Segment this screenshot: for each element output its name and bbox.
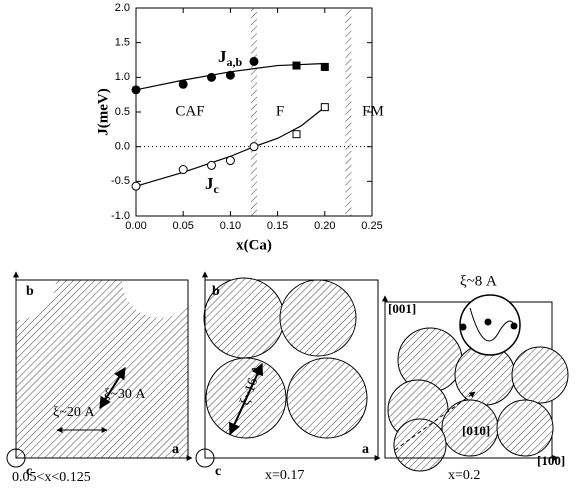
x-tick-label: 0.15 [267,220,288,232]
axis-label: [010] [462,423,490,438]
y-tick-label: -1.0 [111,210,130,222]
data-point [225,70,235,80]
length-label: ξ~8 A [460,273,497,289]
caption: x=0.17 [265,468,304,483]
caption: x=0.2 [448,468,480,483]
c-axis [195,448,215,468]
data-point [292,61,301,70]
annotation-subscript: a,b [227,55,243,69]
atom [459,323,467,331]
caption: 0.05<x<0.125 [12,470,91,485]
panel: b a c ξ~16 A x=0.17 [195,271,381,483]
data-point [320,62,329,71]
chart: -1.0 -0.5 0.0 0.5 1.0 1.5 2.0 0.00 0.05 0.10 0.15 0… [95,2,383,254]
x-tick-label: 0.00 [125,220,146,232]
axis-label: b [212,284,220,299]
x-tick-label: 0.25 [361,220,382,232]
x-axis-label: x(Ca) [236,237,272,253]
axis-label: c [26,464,32,479]
data-point [131,181,141,191]
region-label: F [276,103,284,119]
axis-label: b [26,284,34,299]
length-arrow [99,366,126,410]
y-axis-label: J(meV) [95,88,111,135]
annotation-subscript: c [214,182,220,196]
data-point [225,156,235,166]
domain [279,279,357,357]
data-point [178,165,188,175]
axis-label: [100] [537,453,565,468]
data-point [207,160,217,170]
domain [511,346,569,404]
axis-label: a [362,442,369,457]
data-point [207,72,217,82]
y-tick-label: 1.0 [115,71,130,83]
y-tick-label: 0.0 [115,141,130,153]
annotation: Ja,b [218,47,243,69]
phase-boundary [345,8,352,216]
x-tick-label: 0.05 [172,220,193,232]
region-label: CAF [175,103,204,119]
length-label: ξ~30 A [104,387,146,402]
phase-boundary [251,8,257,216]
panel: [001] [010] [100] ξ~8 A x=0.2 [382,273,569,483]
axis-label: a [172,442,179,457]
region-label: FM [362,103,384,119]
annotation-text: J [218,47,227,66]
zoom-circle [459,294,521,356]
annotation: Jc [205,174,220,196]
panel: b a c ξ~30 A ξ~20 A 0.05<x<0.125 [0,240,198,485]
x-tick-label: 0.10 [220,220,241,232]
data-point [320,103,329,112]
length-label: ξ~20 A [53,405,95,420]
data-point [292,130,301,139]
y-tick-label: -0.5 [111,175,130,187]
y-tick-label: 1.5 [115,37,130,49]
length-arrow [229,362,263,436]
axis-label: [001] [388,301,416,316]
domain [286,357,368,439]
axis-arrow [394,391,476,451]
atom [510,322,518,330]
data-point [131,85,141,95]
data-point [178,79,188,89]
data-point [249,56,259,66]
annotation-text: J [205,174,214,193]
y-tick-label: 2.0 [115,2,130,14]
atom [484,318,492,326]
axis-label: c [215,464,221,479]
trajectory [469,307,515,342]
y-tick-label: 0.5 [115,106,130,118]
x-tick-label: 0.20 [314,220,335,232]
domain [496,399,554,457]
data-point [249,142,259,152]
c-axis [6,448,26,468]
